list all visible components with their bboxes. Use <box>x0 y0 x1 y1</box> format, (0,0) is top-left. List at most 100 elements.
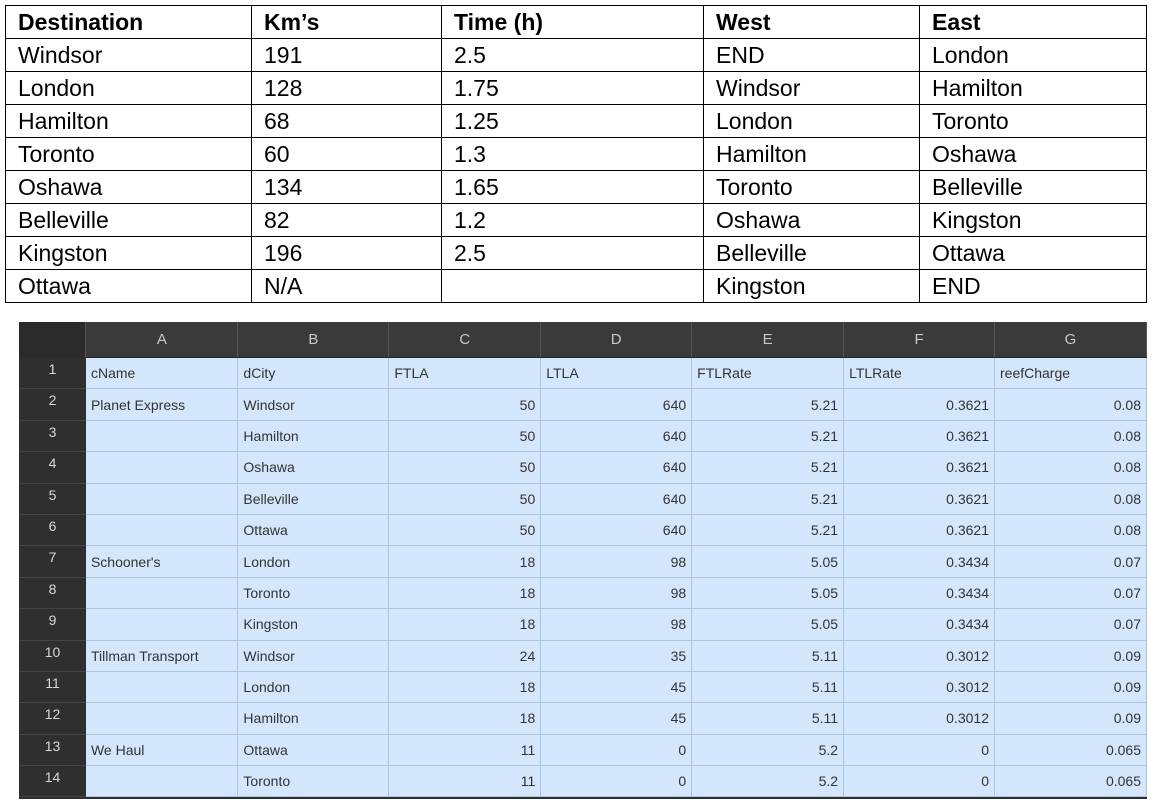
sheet-cell[interactable]: 0.3012 <box>843 671 995 704</box>
sheet-cell[interactable]: FTLRate <box>691 357 845 390</box>
row-header[interactable]: 12 <box>19 702 86 735</box>
sheet-cell[interactable]: 5.05 <box>691 545 845 578</box>
sheet-cell[interactable]: 50 <box>388 420 542 453</box>
sheet-cell[interactable]: 0.3621 <box>843 451 995 484</box>
row-header[interactable]: 11 <box>19 671 86 704</box>
sheet-cell[interactable]: 0.09 <box>994 702 1147 735</box>
column-header[interactable]: D <box>540 322 693 358</box>
sheet-cell[interactable]: 11 <box>388 765 542 798</box>
sheet-cell[interactable]: Ottawa <box>237 734 390 767</box>
sheet-cell[interactable]: 0.08 <box>994 451 1147 484</box>
sheet-cell[interactable]: Planet Express <box>85 388 239 421</box>
select-all-corner[interactable] <box>19 322 87 358</box>
sheet-cell[interactable]: 5.11 <box>691 640 845 672</box>
sheet-cell[interactable]: 18 <box>388 671 542 704</box>
sheet-cell[interactable]: 0 <box>843 734 995 767</box>
sheet-cell[interactable]: 0.065 <box>994 765 1147 798</box>
sheet-cell[interactable] <box>85 608 239 641</box>
sheet-cell[interactable]: 0.09 <box>994 671 1147 704</box>
sheet-cell[interactable]: 18 <box>388 702 542 735</box>
sheet-cell[interactable]: Kingston <box>237 608 390 641</box>
sheet-cell[interactable]: 0.09 <box>994 640 1147 672</box>
sheet-cell[interactable]: Hamilton <box>237 420 390 453</box>
column-header[interactable]: G <box>994 322 1147 358</box>
sheet-cell[interactable]: 5.21 <box>691 483 845 515</box>
sheet-cell[interactable]: 98 <box>540 545 693 578</box>
row-header[interactable]: 8 <box>19 577 86 610</box>
sheet-cell[interactable]: Hamilton <box>237 702 390 735</box>
sheet-cell[interactable]: 0.3012 <box>843 702 995 735</box>
row-header[interactable]: 3 <box>19 420 86 453</box>
sheet-cell[interactable] <box>85 420 239 453</box>
sheet-cell[interactable]: 0 <box>540 765 693 798</box>
sheet-cell[interactable] <box>85 765 239 798</box>
sheet-cell[interactable] <box>85 483 239 515</box>
sheet-cell[interactable]: reefCharge <box>994 357 1147 390</box>
sheet-cell[interactable]: 35 <box>540 640 693 672</box>
column-header[interactable]: E <box>691 322 845 358</box>
sheet-cell[interactable]: 0.3621 <box>843 388 995 421</box>
column-header[interactable]: A <box>85 322 239 358</box>
sheet-cell[interactable]: 98 <box>540 608 693 641</box>
sheet-cell[interactable] <box>85 451 239 484</box>
sheet-cell[interactable] <box>85 671 239 704</box>
sheet-cell[interactable]: dCity <box>237 357 390 390</box>
sheet-cell[interactable]: 18 <box>388 608 542 641</box>
sheet-cell[interactable]: 0.3012 <box>843 640 995 672</box>
sheet-cell[interactable]: Toronto <box>237 577 390 610</box>
sheet-cell[interactable]: 640 <box>540 388 693 421</box>
sheet-cell[interactable]: 5.2 <box>691 734 845 767</box>
sheet-cell[interactable]: 50 <box>388 483 542 515</box>
row-header[interactable]: 7 <box>19 545 86 578</box>
row-header[interactable]: 6 <box>19 514 86 547</box>
sheet-cell[interactable]: 0.3621 <box>843 420 995 453</box>
sheet-cell[interactable]: 45 <box>540 702 693 735</box>
row-header[interactable]: 13 <box>19 734 86 767</box>
sheet-cell[interactable]: Tillman Transport <box>85 640 239 672</box>
sheet-cell[interactable]: 50 <box>388 451 542 484</box>
column-header[interactable]: F <box>843 322 995 358</box>
sheet-cell[interactable]: 45 <box>540 671 693 704</box>
sheet-cell[interactable]: 5.11 <box>691 671 845 704</box>
sheet-cell[interactable] <box>85 702 239 735</box>
sheet-cell[interactable]: Oshawa <box>237 451 390 484</box>
sheet-cell[interactable]: 0.08 <box>994 483 1147 515</box>
sheet-cell[interactable] <box>85 577 239 610</box>
sheet-cell[interactable]: Schooner's <box>85 545 239 578</box>
sheet-cell[interactable]: 5.21 <box>691 420 845 453</box>
row-header[interactable]: 10 <box>19 640 86 672</box>
sheet-cell[interactable]: 5.05 <box>691 608 845 641</box>
column-header[interactable]: C <box>388 322 542 358</box>
sheet-cell[interactable]: 640 <box>540 451 693 484</box>
sheet-cell[interactable]: 0 <box>843 765 995 798</box>
sheet-cell[interactable]: 0.07 <box>994 545 1147 578</box>
sheet-cell[interactable]: Toronto <box>237 765 390 798</box>
sheet-cell[interactable]: Ottawa <box>237 514 390 547</box>
sheet-cell[interactable]: 640 <box>540 420 693 453</box>
sheet-cell[interactable]: FTLA <box>388 357 542 390</box>
sheet-cell[interactable]: 50 <box>388 514 542 547</box>
sheet-cell[interactable]: cName <box>85 357 239 390</box>
sheet-cell[interactable]: 0 <box>540 734 693 767</box>
row-header[interactable]: 2 <box>19 388 86 421</box>
sheet-cell[interactable]: 0.3434 <box>843 577 995 610</box>
sheet-cell[interactable]: 0.3621 <box>843 483 995 515</box>
sheet-cell[interactable]: 5.11 <box>691 702 845 735</box>
sheet-cell[interactable]: 0.08 <box>994 514 1147 547</box>
sheet-cell[interactable]: 50 <box>388 388 542 421</box>
sheet-cell[interactable]: 11 <box>388 734 542 767</box>
sheet-cell[interactable]: 24 <box>388 640 542 672</box>
row-header[interactable]: 5 <box>19 483 86 515</box>
sheet-cell[interactable]: Windsor <box>237 640 390 672</box>
sheet-cell[interactable]: Windsor <box>237 388 390 421</box>
row-header[interactable]: 1 <box>19 357 86 390</box>
sheet-cell[interactable]: 0.3434 <box>843 608 995 641</box>
sheet-cell[interactable]: 0.065 <box>994 734 1147 767</box>
sheet-cell[interactable]: Belleville <box>237 483 390 515</box>
sheet-cell[interactable]: 5.05 <box>691 577 845 610</box>
sheet-cell[interactable]: 640 <box>540 514 693 547</box>
sheet-cell[interactable]: London <box>237 671 390 704</box>
sheet-cell[interactable]: 5.21 <box>691 451 845 484</box>
sheet-cell[interactable]: 0.07 <box>994 608 1147 641</box>
sheet-cell[interactable]: 0.08 <box>994 420 1147 453</box>
